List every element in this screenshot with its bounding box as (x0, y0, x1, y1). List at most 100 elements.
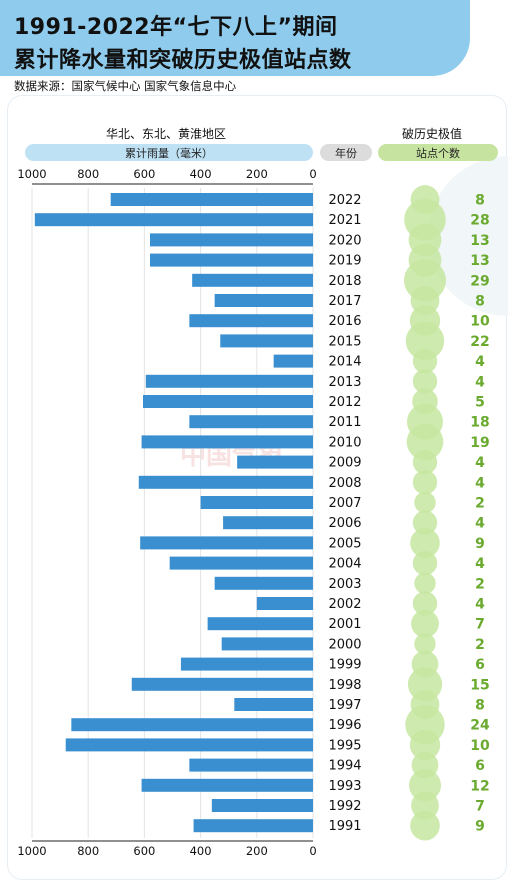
bar (65, 738, 314, 752)
bar (138, 475, 313, 489)
x-tick-label-top: 400 (190, 167, 212, 181)
bar (221, 637, 313, 651)
bar (189, 758, 313, 772)
count-label: 4 (475, 556, 485, 572)
year-label: 1998 (328, 678, 361, 693)
year-label: 2021 (328, 213, 361, 228)
title-band (0, 0, 470, 76)
year-label: 2003 (328, 577, 361, 592)
bubble (411, 609, 439, 638)
bubble (412, 348, 438, 374)
bar (141, 435, 313, 449)
x-tick-label-top: 800 (77, 167, 99, 181)
year-label: 2012 (328, 395, 361, 410)
count-label: 13 (470, 253, 489, 269)
count-label: 6 (475, 657, 485, 673)
count-label: 18 (470, 415, 489, 431)
bubble (405, 321, 445, 361)
bar (150, 253, 314, 267)
bar (234, 698, 314, 711)
left-metric-pill: 累计雨量（毫米） (25, 144, 313, 161)
x-tick-label-top: 0 (309, 167, 316, 181)
right-metric-pill: 站点个数 (378, 144, 498, 161)
year-label: 2011 (328, 415, 361, 430)
year-label: 2009 (328, 456, 361, 471)
count-label: 7 (475, 799, 485, 815)
bar (131, 677, 313, 691)
count-label: 9 (475, 819, 485, 835)
count-label: 4 (475, 597, 485, 613)
count-label: 2 (475, 637, 485, 653)
count-label: 2 (475, 576, 485, 592)
year-label: 2017 (328, 294, 361, 309)
year-label: 1994 (328, 759, 361, 774)
year-label: 2010 (328, 435, 361, 450)
count-label: 4 (475, 475, 485, 491)
count-label: 12 (470, 778, 489, 794)
bubble (411, 791, 439, 820)
bar (207, 617, 314, 631)
count-label: 8 (475, 193, 485, 209)
bubble (412, 510, 438, 535)
year-label: 1995 (328, 738, 361, 753)
chart-title-line2: 累计降水量和突破历史极值站点数 (14, 48, 352, 73)
bar (273, 354, 313, 368)
year-label: 2013 (328, 375, 361, 390)
chart-title-line1: 1991-2022年“七下八上”期间 (14, 15, 338, 40)
count-label: 9 (475, 536, 485, 552)
count-label: 29 (470, 273, 489, 289)
year-label: 2015 (328, 334, 361, 349)
bar (214, 294, 313, 307)
bubble (409, 769, 441, 802)
data-source: 数据来源：国家气候中心 国家气象信息中心 (14, 79, 237, 93)
year-label: 2019 (328, 254, 361, 269)
bar (145, 374, 314, 388)
year-label: 1999 (328, 658, 361, 673)
count-label: 19 (470, 435, 489, 451)
bar (150, 233, 314, 247)
bar (180, 657, 314, 671)
count-label: 2 (475, 496, 485, 512)
count-label: 8 (475, 698, 485, 714)
count-label: 10 (470, 738, 490, 754)
bar (214, 576, 313, 590)
bubble (414, 633, 436, 655)
bubble (414, 572, 436, 594)
count-label: 4 (475, 455, 485, 471)
bubble (410, 528, 440, 558)
bar (140, 536, 313, 550)
year-label: 2002 (328, 597, 361, 612)
x-tick-label-bottom: 0 (309, 844, 316, 858)
bubble (412, 550, 438, 576)
x-tick-label-bottom: 800 (77, 844, 99, 858)
count-label: 5 (475, 395, 485, 411)
year-label: 2006 (328, 516, 361, 531)
year-label: 1992 (328, 799, 361, 814)
count-label: 28 (470, 213, 489, 229)
right-title-label: 破历史极值 (402, 127, 463, 141)
bar (220, 334, 313, 348)
year-label: 2007 (328, 496, 361, 511)
bubble (407, 667, 443, 702)
year-label: 2016 (328, 314, 361, 329)
bar (256, 597, 313, 610)
year-label: 2020 (328, 233, 361, 248)
bar (71, 718, 314, 732)
bubble (414, 491, 436, 514)
year-label: 2014 (328, 355, 361, 370)
bubble (409, 729, 441, 761)
x-tick-label-bottom: 200 (246, 844, 268, 858)
bubble (410, 810, 440, 841)
bar (169, 556, 313, 570)
year-label: 1997 (328, 698, 361, 713)
count-label: 15 (470, 677, 489, 693)
year-label: 2018 (328, 274, 361, 289)
left-region-label: 华北、东北、黄淮地区 (106, 127, 227, 141)
year-label: 1996 (328, 718, 361, 733)
year-label: 2008 (328, 476, 361, 491)
year-label: 2004 (328, 557, 361, 572)
year-label: 1991 (328, 819, 361, 834)
x-tick-label-bottom: 1000 (17, 844, 46, 858)
count-label: 4 (475, 516, 485, 532)
